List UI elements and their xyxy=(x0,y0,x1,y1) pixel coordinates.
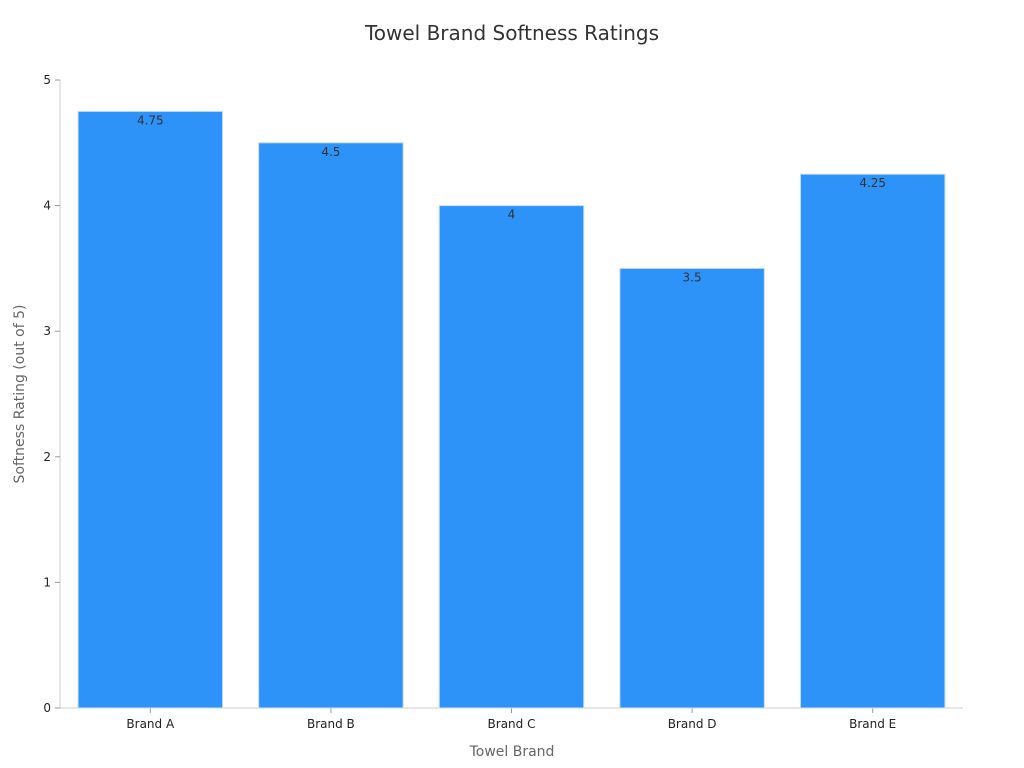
x-tick-label: Brand A xyxy=(126,717,175,731)
data-label: 4.75 xyxy=(137,113,164,127)
x-tick-label: Brand D xyxy=(668,717,717,731)
y-axis-title: Softness Rating (out of 5) xyxy=(12,305,28,484)
y-tick-label: 1 xyxy=(43,575,51,589)
x-tick-label: Brand E xyxy=(849,717,896,731)
y-axis: 0 1 2 3 4 5 xyxy=(43,73,61,715)
bar-brand-c[interactable] xyxy=(438,205,585,709)
data-label: 4.25 xyxy=(859,176,886,190)
x-axis-title: Towel Brand xyxy=(469,744,555,760)
y-tick-label: 5 xyxy=(43,73,51,87)
bar-brand-d[interactable] xyxy=(619,267,765,709)
x-axis: Brand A Brand B Brand C Brand D Brand E xyxy=(60,707,963,731)
bar-brand-a[interactable] xyxy=(77,110,224,709)
x-tick-label: Brand C xyxy=(488,717,536,731)
bar-brand-e[interactable] xyxy=(799,173,946,709)
y-tick-label: 3 xyxy=(43,324,51,338)
y-tick-label: 2 xyxy=(43,450,51,464)
y-tick-label: 4 xyxy=(43,199,51,213)
data-label: 4.5 xyxy=(321,145,340,159)
y-tick-label: 0 xyxy=(43,701,51,715)
x-tick-label: Brand B xyxy=(307,717,355,731)
data-label: 4 xyxy=(508,208,516,222)
chart-title: Towel Brand Softness Ratings xyxy=(364,21,659,45)
bars-group xyxy=(77,110,946,709)
data-labels-group: 4.75 4.5 4 3.5 4.25 xyxy=(137,113,886,284)
bar-brand-b[interactable] xyxy=(258,142,404,709)
data-label: 3.5 xyxy=(683,270,702,284)
